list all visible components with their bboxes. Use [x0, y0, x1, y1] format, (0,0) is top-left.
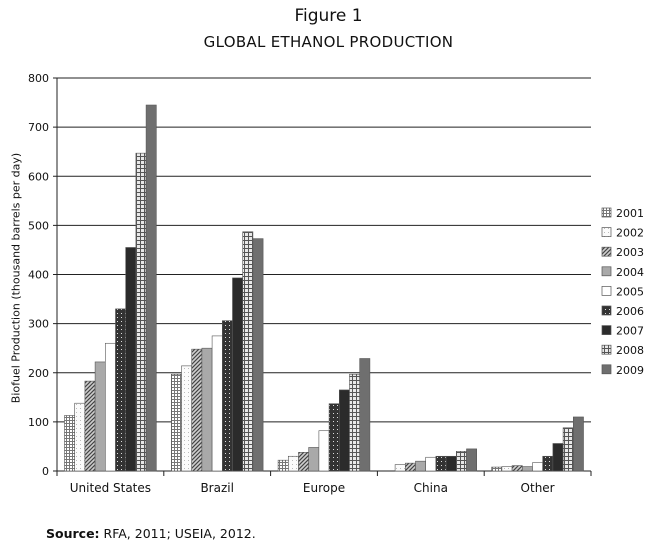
bar-china-2009 — [466, 448, 477, 472]
y-tick-label: 500 — [28, 219, 49, 232]
legend-swatch — [601, 325, 612, 335]
y-tick-label: 100 — [28, 416, 49, 429]
x-tick-label: Brazil — [200, 481, 234, 495]
legend-label: 2009 — [616, 364, 644, 377]
y-tick-label: 400 — [28, 269, 49, 282]
y-tick-label: 300 — [28, 318, 49, 331]
legend-label: 2004 — [616, 266, 644, 279]
bar-china-2007 — [445, 455, 457, 472]
bar-europe-2006 — [328, 403, 340, 472]
y-tick-label: 0 — [42, 465, 49, 478]
bar-other-2008 — [562, 427, 574, 472]
bar-other-2006 — [542, 455, 554, 472]
legend-label: 2007 — [616, 325, 644, 338]
bar-other-2009 — [572, 416, 584, 472]
bar-brazil-2005 — [211, 335, 223, 472]
bar-china-2005 — [425, 456, 437, 472]
bar-europe-2007 — [338, 389, 350, 472]
legend-label: 2003 — [616, 246, 644, 259]
legend-swatch — [601, 207, 612, 218]
y-tick-label: 800 — [28, 72, 49, 85]
source-note: Source: RFA, 2011; USEIA, 2012. — [46, 526, 256, 541]
bar-other-2004 — [521, 466, 533, 472]
legend-swatch — [601, 266, 612, 277]
legend-swatch — [601, 305, 612, 316]
bar-europe-2005 — [318, 430, 330, 472]
bar-united-states-2006 — [115, 308, 126, 472]
bar-united-states-2009 — [145, 104, 157, 472]
bar-brazil-2001 — [171, 373, 182, 472]
bar-other-2005 — [532, 462, 543, 472]
y-tick-label: 200 — [28, 367, 49, 380]
bar-united-states-2007 — [125, 247, 137, 472]
bar-china-2002 — [394, 464, 406, 472]
bar-other-2007 — [552, 443, 564, 472]
x-tick-label: Other — [521, 481, 555, 495]
bar-united-states-2004 — [94, 361, 106, 472]
legend-swatch — [601, 344, 612, 355]
legend-swatch — [601, 286, 612, 296]
bar-china-2003 — [404, 462, 416, 472]
bar-china-2008 — [455, 451, 467, 472]
bar-europe-2004 — [308, 447, 320, 472]
bar-china-2004 — [415, 460, 426, 472]
bar-europe-2008 — [349, 373, 360, 472]
legend-label: 2005 — [616, 285, 644, 298]
bars — [64, 104, 584, 472]
legend-label: 2008 — [616, 344, 644, 357]
legend-label: 2001 — [616, 207, 644, 220]
bar-brazil-2003 — [191, 348, 203, 472]
bar-other-2002 — [501, 466, 513, 472]
y-tick-label: 600 — [28, 170, 49, 183]
bar-united-states-2005 — [105, 342, 116, 472]
bar-united-states-2003 — [84, 380, 96, 472]
y-tick-label: 700 — [28, 121, 49, 134]
bar-united-states-2002 — [74, 402, 86, 472]
legend-label: 2006 — [616, 305, 644, 318]
figure-label: Figure 1 — [294, 6, 363, 26]
bar-europe-2003 — [298, 452, 309, 472]
bar-other-2003 — [511, 465, 523, 472]
bar-brazil-2002 — [181, 365, 192, 472]
bar-europe-2002 — [287, 455, 299, 472]
bar-europe-2001 — [277, 459, 289, 472]
source-label: Source: — [46, 526, 100, 541]
legend: 2001 2002 2003 2004 2005 2006 2007 2008 2009 — [601, 207, 644, 377]
bar-brazil-2009 — [252, 238, 264, 472]
bar-brazil-2007 — [232, 277, 243, 472]
legend-label: 2002 — [616, 227, 644, 240]
bar-united-states-2001 — [64, 415, 75, 472]
legend-swatch — [601, 246, 612, 257]
x-tick-label: Europe — [303, 481, 345, 495]
bar-united-states-2008 — [135, 152, 147, 472]
bar-china-2006 — [435, 455, 447, 472]
source-text: RFA, 2011; USEIA, 2012. — [103, 526, 256, 541]
bar-other-2001 — [491, 466, 503, 472]
bar-brazil-2008 — [242, 231, 254, 472]
bar-brazil-2004 — [201, 347, 213, 472]
chart-title: GLOBAL ETHANOL PRODUCTION — [203, 33, 454, 51]
bar-europe-2009 — [359, 358, 371, 472]
bar-brazil-2006 — [222, 320, 233, 472]
axis-labels: 0 100 200 300 400 500 600 700 800 United States Br… — [28, 72, 555, 495]
x-tick-label: China — [414, 481, 448, 495]
x-tick-label: United States — [70, 481, 151, 495]
legend-swatch — [601, 364, 612, 375]
legend-swatch — [601, 227, 612, 237]
